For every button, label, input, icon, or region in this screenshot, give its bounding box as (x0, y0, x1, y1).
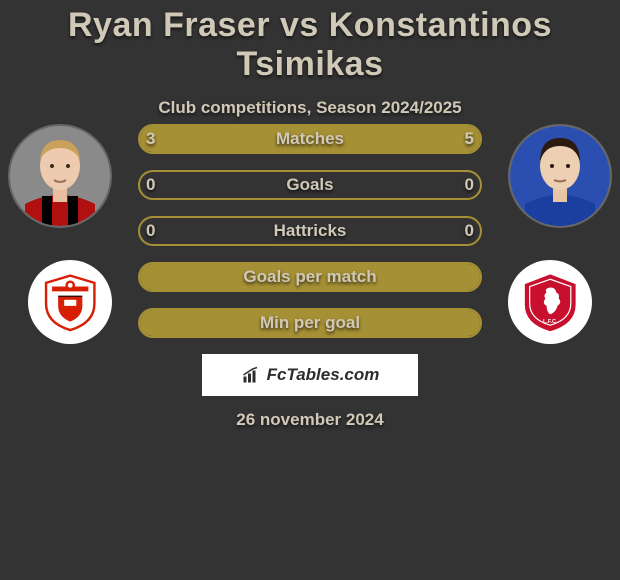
stat-label: Goals (140, 172, 480, 198)
club-left-logo (28, 260, 112, 344)
stat-label: Hattricks (140, 218, 480, 244)
stat-right-value: 5 (434, 126, 474, 152)
player-right-avatar (508, 124, 612, 228)
stat-row-goals: 0 Goals 0 (138, 170, 482, 200)
stat-label: Matches (140, 126, 480, 152)
stat-right-value (434, 310, 474, 336)
svg-text:L.F.C.: L.F.C. (543, 319, 558, 325)
stat-row-matches: 3 Matches 5 (138, 124, 482, 154)
stat-right-value: 0 (434, 172, 474, 198)
player-left-avatar (8, 124, 112, 228)
stat-right-value: 0 (434, 218, 474, 244)
stat-label: Goals per match (140, 264, 480, 290)
stat-label: Min per goal (140, 310, 480, 336)
chart-icon (241, 366, 261, 384)
stat-right-value (434, 264, 474, 290)
club-right-logo: L.F.C. (508, 260, 592, 344)
brand-text: FcTables.com (267, 365, 380, 385)
subtitle: Club competitions, Season 2024/2025 (0, 98, 620, 118)
stat-row-goals-per-match: Goals per match (138, 262, 482, 292)
stat-row-hattricks: 0 Hattricks 0 (138, 216, 482, 246)
stat-row-min-per-goal: Min per goal (138, 308, 482, 338)
date-text: 26 november 2024 (0, 410, 620, 430)
page-title: Ryan Fraser vs Konstantinos Tsimikas (0, 0, 620, 84)
brand-box: FcTables.com (202, 354, 418, 396)
stat-rows: 3 Matches 5 0 Goals 0 0 Hattricks 0 Goal… (138, 124, 482, 354)
